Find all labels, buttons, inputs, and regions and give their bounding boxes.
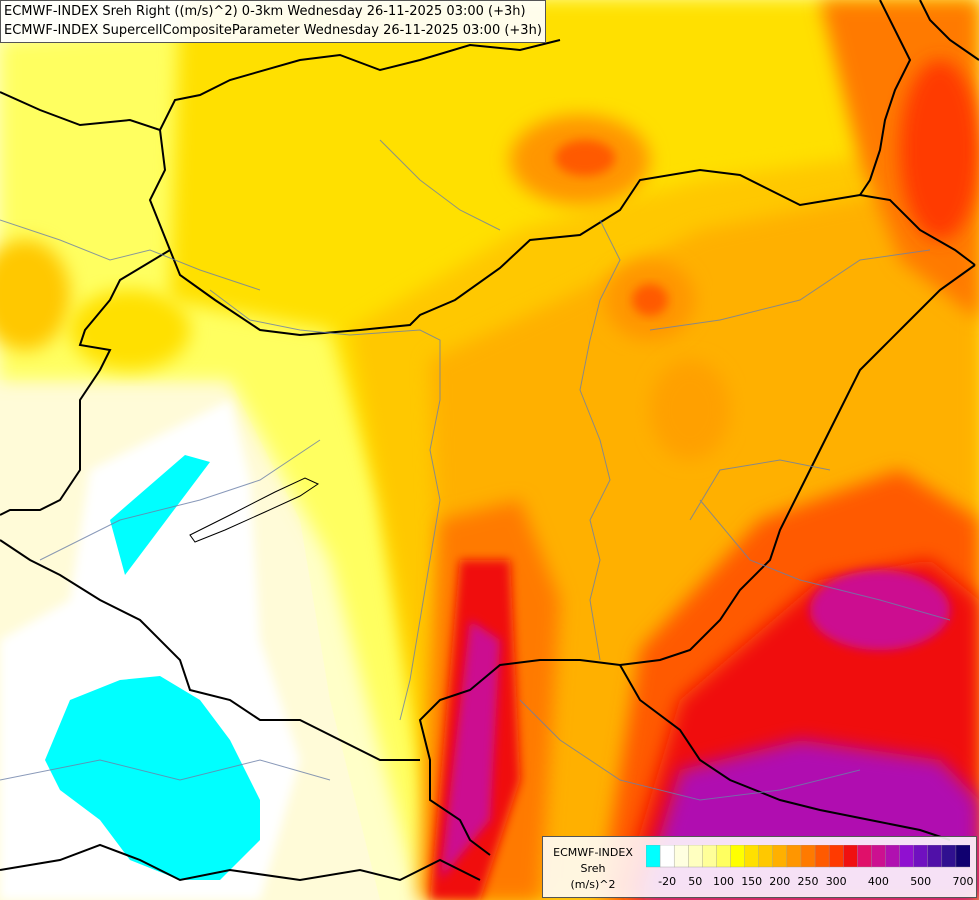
legend-tick-label: 150 [741,875,763,888]
legend-swatch [646,845,661,868]
legend-swatch [828,845,844,868]
legend-tick-label: 200 [769,875,791,888]
legend-tick-label: 100 [713,875,734,888]
legend-tick-label: 500 [910,875,932,888]
legend-swatch [673,845,689,868]
legend-swatch [927,845,943,868]
legend-swatch [800,845,816,868]
map-title-scp: ECMWF-INDEX SupercellCompositeParameter … [4,23,542,38]
legend-tick-labels: -20 50 100 150 200 250 300 400 500 700 [646,875,973,891]
legend-tick-label: 50 [688,875,703,888]
map-title-sreh: ECMWF-INDEX Sreh Right ((m/s)^2) 0-3km W… [4,4,526,19]
lake-outline [189,477,320,543]
legend-swatch [843,845,858,868]
legend-swatch [688,845,703,868]
rivers [0,139,951,801]
legend-swatch [786,845,802,868]
legend-parameter: Sreh [580,862,606,875]
legend-tick-label: 250 [797,875,819,888]
legend-swatch [659,845,675,868]
legend-swatch [744,845,760,868]
legend-tick-label: 300 [825,875,847,888]
legend-swatch [899,845,915,868]
legend-swatch [941,845,957,868]
legend-swatch [913,845,929,868]
color-legend: ECMWF-INDEX Sreh (m/s)^2 -20 50 100 150 200 2… [542,836,977,898]
legend-swatch [772,845,788,868]
legend-model: ECMWF-INDEX [553,846,633,859]
legend-swatch [885,845,901,868]
legend-swatch [702,845,717,868]
legend-swatch [871,845,886,868]
legend-title: ECMWF-INDEX Sreh (m/s)^2 [547,845,639,893]
legend-tick-label: -20 [658,875,677,888]
legend-swatch [730,845,746,868]
legend-swatch [955,845,970,868]
map-title-box: ECMWF-INDEX Sreh Right ((m/s)^2) 0-3km W… [0,0,546,43]
legend-tick-label: 700 [952,875,974,888]
legend-swatch [758,845,774,868]
legend-swatch [857,845,872,868]
legend-swatch [814,845,830,868]
legend-unit: (m/s)^2 [570,878,616,891]
legend-swatches [646,845,970,868]
legend-swatch [716,845,732,868]
legend-tick-label: 400 [867,875,889,888]
